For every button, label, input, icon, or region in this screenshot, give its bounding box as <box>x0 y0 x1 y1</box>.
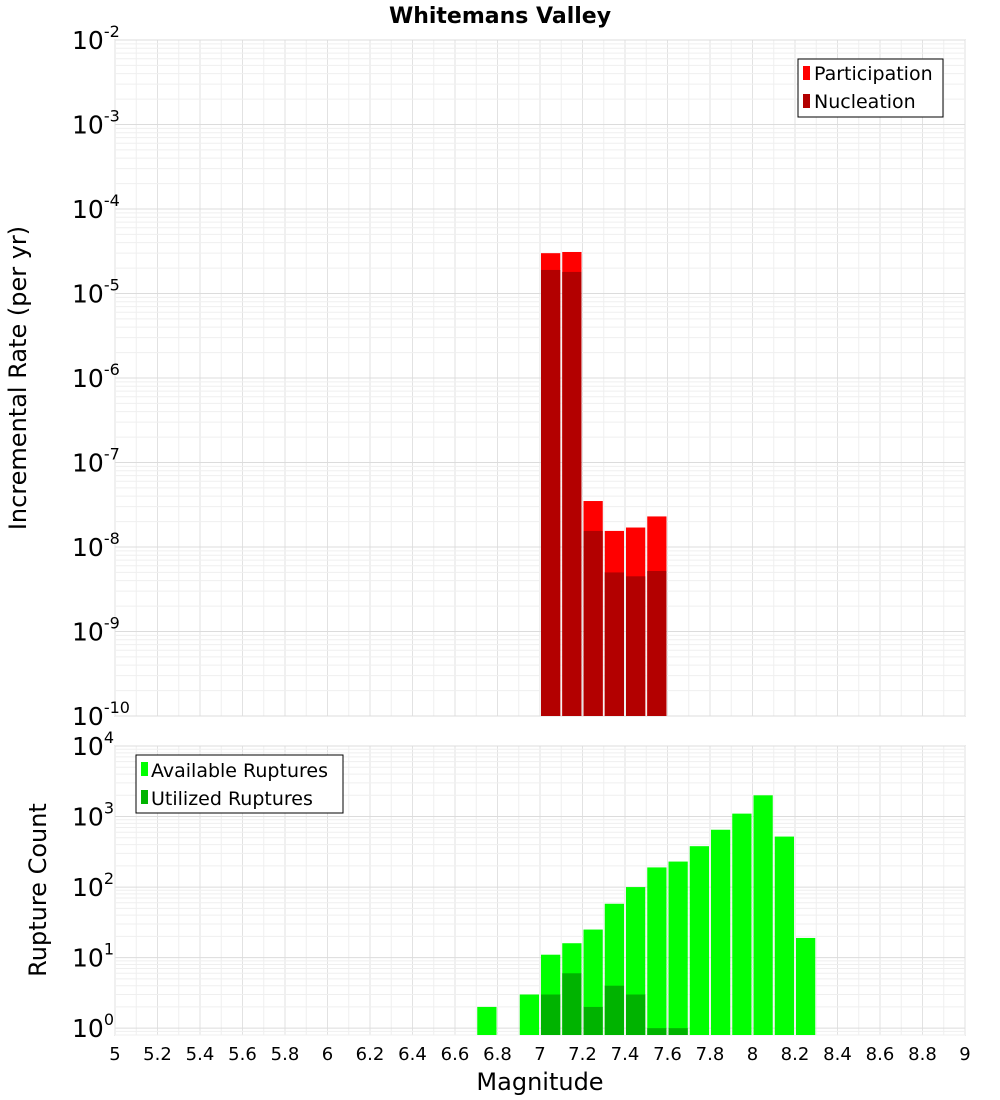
bar <box>583 1006 603 1035</box>
top-y-tick-labels: 10-10 10-9 10-8 10-7 10-6 10-5 10-4 10-3 10-2 <box>72 22 130 731</box>
x-tick-labels: 5 5.2 5.4 5.6 5.8 6 6.2 6.4 6.6 6.8 7 7.2 7.4 7.6 7.8 8… <box>109 1044 970 1065</box>
x-tick-label: 5.8 <box>271 1044 300 1065</box>
nucleation-bars <box>541 269 667 716</box>
bar <box>519 994 539 1035</box>
bar <box>541 994 561 1035</box>
bar <box>753 795 773 1035</box>
x-tick-label: 8 <box>747 1044 758 1065</box>
bar <box>689 846 709 1035</box>
y-tick-label: 101 <box>72 940 114 973</box>
top-plot-area: 10-10 10-9 10-8 10-7 10-6 10-5 10-4 10-3 10-2 In… <box>4 22 966 731</box>
y-tick-label: 10-10 <box>72 698 130 731</box>
y-tick-label: 10-2 <box>72 22 120 55</box>
x-tick-label: 6.2 <box>356 1044 385 1065</box>
available-ruptures-legend-label: Available Ruptures <box>151 760 328 782</box>
bar <box>583 530 603 716</box>
y-tick-label: 104 <box>72 728 114 761</box>
bottom-legend-box <box>135 754 344 814</box>
bar <box>604 572 624 716</box>
y-tick-label: 10-6 <box>72 360 120 393</box>
participation-legend-swatch <box>803 66 810 80</box>
x-tick-label: 8.2 <box>781 1044 810 1065</box>
participation-legend-label: Participation <box>814 63 933 85</box>
y-tick-label: 10-7 <box>72 445 120 478</box>
bar <box>647 570 667 716</box>
bar <box>562 973 582 1035</box>
y-tick-label: 10-9 <box>72 614 120 647</box>
bar <box>477 1006 497 1035</box>
bar <box>562 271 582 716</box>
nucleation-legend-swatch <box>803 94 810 108</box>
x-tick-label: 7 <box>534 1044 545 1065</box>
bar <box>647 867 667 1035</box>
chart-title: Whitemans Valley <box>389 4 611 29</box>
bar <box>626 994 646 1035</box>
x-tick-label: 5.6 <box>228 1044 257 1065</box>
x-tick-label: 7.8 <box>696 1044 725 1065</box>
bar <box>668 1028 688 1035</box>
y-tick-label: 100 <box>72 1010 114 1043</box>
bar <box>647 1028 667 1035</box>
bottom-plot-area: 100 101 102 103 104 5 5.2 5.4 5.6 5.8 6 6.2 6.4 6.6 6… <box>24 728 971 1096</box>
bar <box>604 985 624 1035</box>
utilized-ruptures-legend-swatch <box>141 790 148 804</box>
bottom-legend: Available Ruptures Utilized Ruptures <box>135 754 344 814</box>
top-legend-box <box>797 58 944 118</box>
bar <box>732 813 752 1035</box>
bottom-y-tick-labels: 100 101 102 103 104 <box>72 728 114 1043</box>
y-tick-label: 10-5 <box>72 276 120 309</box>
x-axis-label: Magnitude <box>476 1068 603 1096</box>
x-tick-label: 5 <box>109 1044 120 1065</box>
bar <box>711 829 731 1035</box>
y-tick-label: 103 <box>72 799 114 832</box>
x-tick-label: 6.4 <box>398 1044 427 1065</box>
available-ruptures-legend-swatch <box>141 762 148 776</box>
utilized-ruptures-legend-label: Utilized Ruptures <box>151 788 313 810</box>
available-ruptures-bars <box>477 795 816 1035</box>
utilized-ruptures-bars <box>541 973 688 1035</box>
x-tick-label: 7.6 <box>653 1044 682 1065</box>
x-tick-label: 5.2 <box>143 1044 172 1065</box>
x-tick-label: 8.4 <box>823 1044 852 1065</box>
nucleation-legend-label: Nucleation <box>814 91 916 113</box>
x-tick-label: 7.4 <box>611 1044 640 1065</box>
bar <box>541 269 561 716</box>
x-tick-label: 6.6 <box>441 1044 470 1065</box>
top-y-axis-label: Incremental Rate (per yr) <box>4 226 32 530</box>
top-legend: Participation Nucleation <box>797 58 944 118</box>
x-tick-label: 5.4 <box>186 1044 215 1065</box>
y-tick-label: 10-3 <box>72 107 120 140</box>
x-tick-label: 8.6 <box>866 1044 895 1065</box>
bar <box>668 861 688 1035</box>
bar <box>796 937 816 1035</box>
y-tick-label: 10-4 <box>72 191 120 224</box>
y-tick-label: 10-8 <box>72 529 120 562</box>
x-tick-label: 7.2 <box>568 1044 597 1065</box>
bar <box>774 836 794 1035</box>
x-tick-label: 9 <box>959 1044 970 1065</box>
bottom-y-axis-label: Rupture Count <box>24 803 52 977</box>
x-tick-label: 6 <box>322 1044 333 1065</box>
y-tick-label: 102 <box>72 869 114 902</box>
x-tick-label: 6.8 <box>483 1044 512 1065</box>
bar <box>626 576 646 716</box>
bottom-grid <box>114 745 966 1036</box>
x-tick-label: 8.8 <box>908 1044 937 1065</box>
top-grid <box>114 39 966 717</box>
